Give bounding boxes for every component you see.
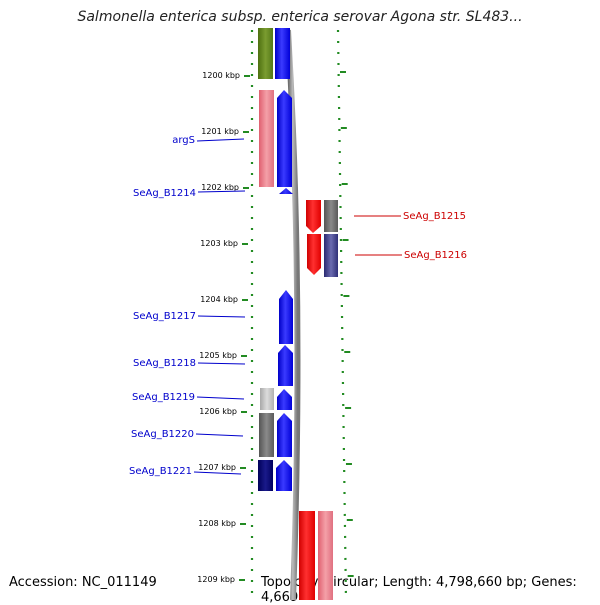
gene-labels: argS SeAg_B1214 SeAg_B1215 SeAg_B1216 Se… [129, 135, 467, 477]
leader-line-args [196, 138, 245, 142]
red-gene-arrow-2 [307, 234, 321, 275]
ruler-label-1200: 1200 kbp [202, 71, 240, 80]
ruler-label-1202: 1202 kbp [201, 183, 239, 192]
leader-line-seag-b1219 [196, 396, 245, 400]
green-gene-feature [258, 28, 273, 79]
gene-label-seag-b1220[interactable]: SeAg_B1220 [131, 429, 194, 440]
ruler-label-1204: 1204 kbp [200, 295, 238, 304]
blue-small-arrow [279, 188, 293, 194]
gene-label-seag-b1216[interactable]: SeAg_B1216 [404, 250, 467, 261]
leader-line-seag-b1218 [197, 362, 246, 365]
gene-label-seag-b1219[interactable]: SeAg_B1219 [132, 392, 195, 403]
grey-gene-feature [324, 200, 338, 232]
red-gene-feature-bottom [299, 511, 315, 600]
lightgrey-gene-feature [260, 388, 274, 410]
darkgrey-gene-feature [259, 413, 274, 457]
leader-line-seag-b1217 [197, 315, 246, 318]
ruler: 1200 kbp 1201 kbp 1202 kbp 1203 kbp 1204 kbp… [197, 71, 354, 584]
ruler-label-1205: 1205 kbp [199, 351, 237, 360]
ruler-label-1209: 1209 kbp [197, 575, 235, 584]
gene-label-seag-b1217[interactable]: SeAg_B1217 [133, 311, 196, 322]
blue-gene-arrow-b1218 [278, 345, 293, 386]
ruler-dotted-line-right [336, 29, 348, 600]
blue-gene-arrow-b1221 [276, 460, 292, 491]
blue-gene-arrow [277, 90, 292, 187]
ruler-label-1203: 1203 kbp [200, 239, 238, 248]
gene-label-args[interactable]: argS [172, 135, 195, 146]
leader-line-seag-b1220 [195, 433, 244, 437]
blue-gene-arrow-b1219 [277, 389, 292, 410]
red-gene-arrow-1 [306, 200, 321, 233]
blue-gene-feature [275, 28, 290, 79]
genome-title: Salmonella enterica subsp. enterica sero… [77, 9, 523, 25]
ruler-label-1201: 1201 kbp [201, 127, 239, 136]
navy-gene-feature [258, 460, 273, 491]
leader-line-seag-b1221 [193, 471, 242, 475]
gene-features [258, 28, 338, 600]
blue-gene-arrow-b1220 [277, 413, 292, 457]
slate-gene-feature [324, 234, 338, 277]
gene-label-seag-b1214[interactable]: SeAg_B1214 [133, 188, 196, 199]
gene-label-seag-b1221[interactable]: SeAg_B1221 [129, 466, 192, 477]
pink-gene-feature-bottom [318, 511, 333, 600]
ruler-label-1208: 1208 kbp [198, 519, 236, 528]
blue-gene-arrow-b1217 [279, 290, 293, 344]
gene-label-seag-b1218[interactable]: SeAg_B1218 [133, 358, 196, 369]
ruler-label-1207: 1207 kbp [198, 463, 236, 472]
accession-text: Accession: NC_011149 [9, 575, 157, 590]
gene-label-seag-b1215[interactable]: SeAg_B1215 [403, 211, 466, 222]
leader-line-seag-b1214 [197, 190, 246, 193]
pink-gene-feature [259, 90, 274, 187]
ruler-label-1206: 1206 kbp [199, 407, 237, 416]
